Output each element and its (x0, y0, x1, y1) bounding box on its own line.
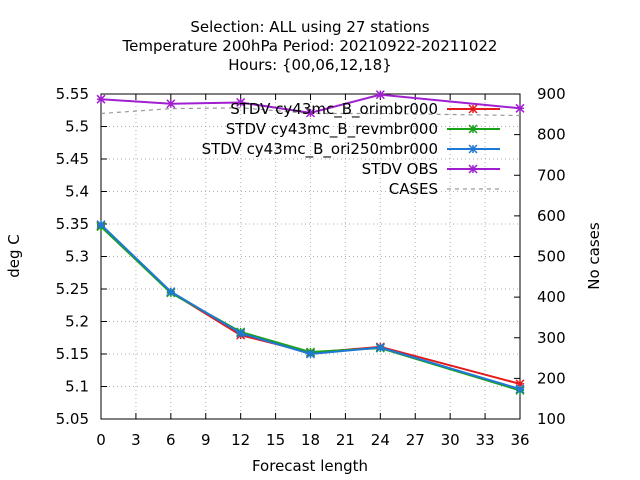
y2-tick-label: 900 (537, 85, 566, 103)
data-point (96, 220, 106, 230)
x-tick-label: 12 (231, 431, 250, 449)
x-tick-label: 30 (441, 431, 460, 449)
legend-label: STDV OBS (362, 160, 438, 178)
x-tick-label: 9 (201, 431, 211, 449)
x-tick-label: 21 (336, 431, 355, 449)
cases-line (100, 107, 521, 117)
y2-axis-label: No cases (585, 222, 603, 290)
x-tick-label: 36 (510, 431, 529, 449)
y-tick-label: 5.3 (65, 248, 89, 266)
legend-label: STDV cy43mc_B_revmbr000 (226, 120, 438, 139)
x-tick-label: 24 (371, 431, 390, 449)
title-line-1: Selection: ALL using 27 stations (190, 18, 429, 36)
x-tick-label: 33 (476, 431, 495, 449)
y-tick-label: 5.25 (56, 280, 89, 298)
data-point (468, 104, 478, 114)
y2-tick-label: 400 (537, 288, 566, 306)
y2-tick-labels: 100 200 300 400 500 600 700 800 900 (537, 85, 566, 428)
data-point (305, 349, 316, 359)
x-tick-label: 27 (406, 431, 425, 449)
y-axis-label: deg C (5, 234, 23, 278)
y-tick-label: 5.05 (56, 410, 89, 428)
title: Selection: ALL using 27 stations Tempera… (122, 18, 498, 74)
series-line (100, 223, 521, 391)
series-layer (96, 90, 525, 395)
y-tick-label: 5.55 (56, 85, 89, 103)
y-tick-label: 5.4 (65, 183, 89, 201)
data-point (375, 90, 385, 100)
x-tick-label: 6 (166, 431, 176, 449)
y2-tick-label: 800 (537, 126, 566, 144)
data-point (515, 379, 525, 389)
y-tick-label: 5.15 (56, 345, 89, 363)
data-point (515, 384, 525, 394)
data-point (96, 94, 106, 104)
x-tick-label: 3 (131, 431, 141, 449)
x-axis-label: Forecast length (252, 457, 368, 475)
y-tick-label: 5.35 (56, 215, 89, 233)
series-group (96, 220, 525, 394)
series-line (100, 225, 521, 385)
x-tick-label: 18 (301, 431, 320, 449)
x-tick-label: 15 (266, 431, 285, 449)
legend-label: STDV cy43mc_B_orimbr000 (230, 100, 438, 119)
data-point (236, 97, 246, 107)
y-tick-labels: 5.05 5.1 5.15 5.2 5.25 5.3 5.35 5.4 5.45 5.5 5.55 (56, 85, 89, 428)
legend-label: STDV cy43mc_B_ori250mbr000 (202, 140, 438, 159)
x-tick-labels: 0 3 6 9 12 15 18 21 24 27 30 33 36 (96, 431, 529, 449)
data-point (305, 108, 316, 118)
y-tick-label: 5.1 (65, 378, 89, 396)
data-point (375, 342, 385, 353)
y2-tick-label: 600 (537, 207, 566, 225)
y-tick-label: 5.45 (56, 150, 89, 168)
legend-label: CASES (389, 180, 438, 198)
x-tick-label: 0 (96, 431, 106, 449)
data-point (236, 328, 246, 338)
series-line (100, 93, 521, 114)
title-line-3: Hours: {00,06,12,18} (228, 56, 392, 74)
series-line (100, 225, 521, 392)
y2-tick-label: 200 (537, 369, 566, 387)
title-line-2: Temperature 200hPa Period: 20210922-2021… (122, 37, 498, 55)
data-point (166, 287, 176, 297)
y2-tick-label: 700 (537, 166, 566, 184)
data-point (166, 99, 176, 109)
data-point (468, 144, 478, 154)
series-group (96, 90, 525, 118)
data-point (468, 124, 478, 134)
data-point (515, 103, 525, 113)
data-point (468, 164, 478, 174)
y2-tick-label: 100 (537, 410, 566, 428)
y-tick-label: 5.2 (65, 313, 89, 331)
y2-tick-label: 300 (537, 329, 566, 347)
y-tick-label: 5.5 (65, 118, 89, 136)
y2-tick-label: 500 (537, 248, 566, 266)
